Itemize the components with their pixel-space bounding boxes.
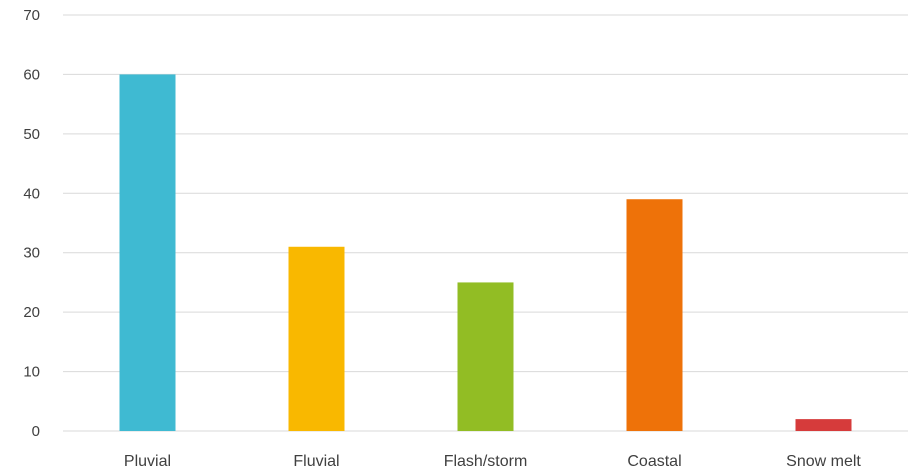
x-category-label: Coastal: [627, 453, 681, 470]
x-category-label: Fluvial: [293, 453, 339, 470]
y-tick-label: 40: [23, 185, 40, 202]
x-category-label: Flash/storm: [444, 453, 528, 470]
y-axis-ticks: 0 10 20 30 40 50 60 70: [23, 7, 40, 440]
y-tick-label: 50: [23, 126, 40, 143]
y-tick-label: 70: [23, 7, 40, 24]
x-axis-labels: Pluvial Fluvial Flash/storm Coastal Snow mel…: [124, 453, 861, 470]
bar-pluvial: [119, 74, 176, 431]
y-tick-label: 30: [23, 245, 40, 262]
y-tick-label: 60: [23, 66, 40, 83]
y-tick-label: 0: [32, 423, 40, 440]
bars: [119, 74, 852, 431]
bar-snow-melt: [795, 419, 852, 431]
bar-coastal: [626, 199, 683, 431]
x-category-label: Snow melt: [786, 453, 861, 470]
bar-fluvial: [288, 246, 345, 431]
y-tick-label: 20: [23, 304, 40, 321]
bar-flash-storm: [457, 282, 514, 431]
x-category-label: Pluvial: [124, 453, 171, 470]
y-tick-label: 10: [23, 364, 40, 381]
